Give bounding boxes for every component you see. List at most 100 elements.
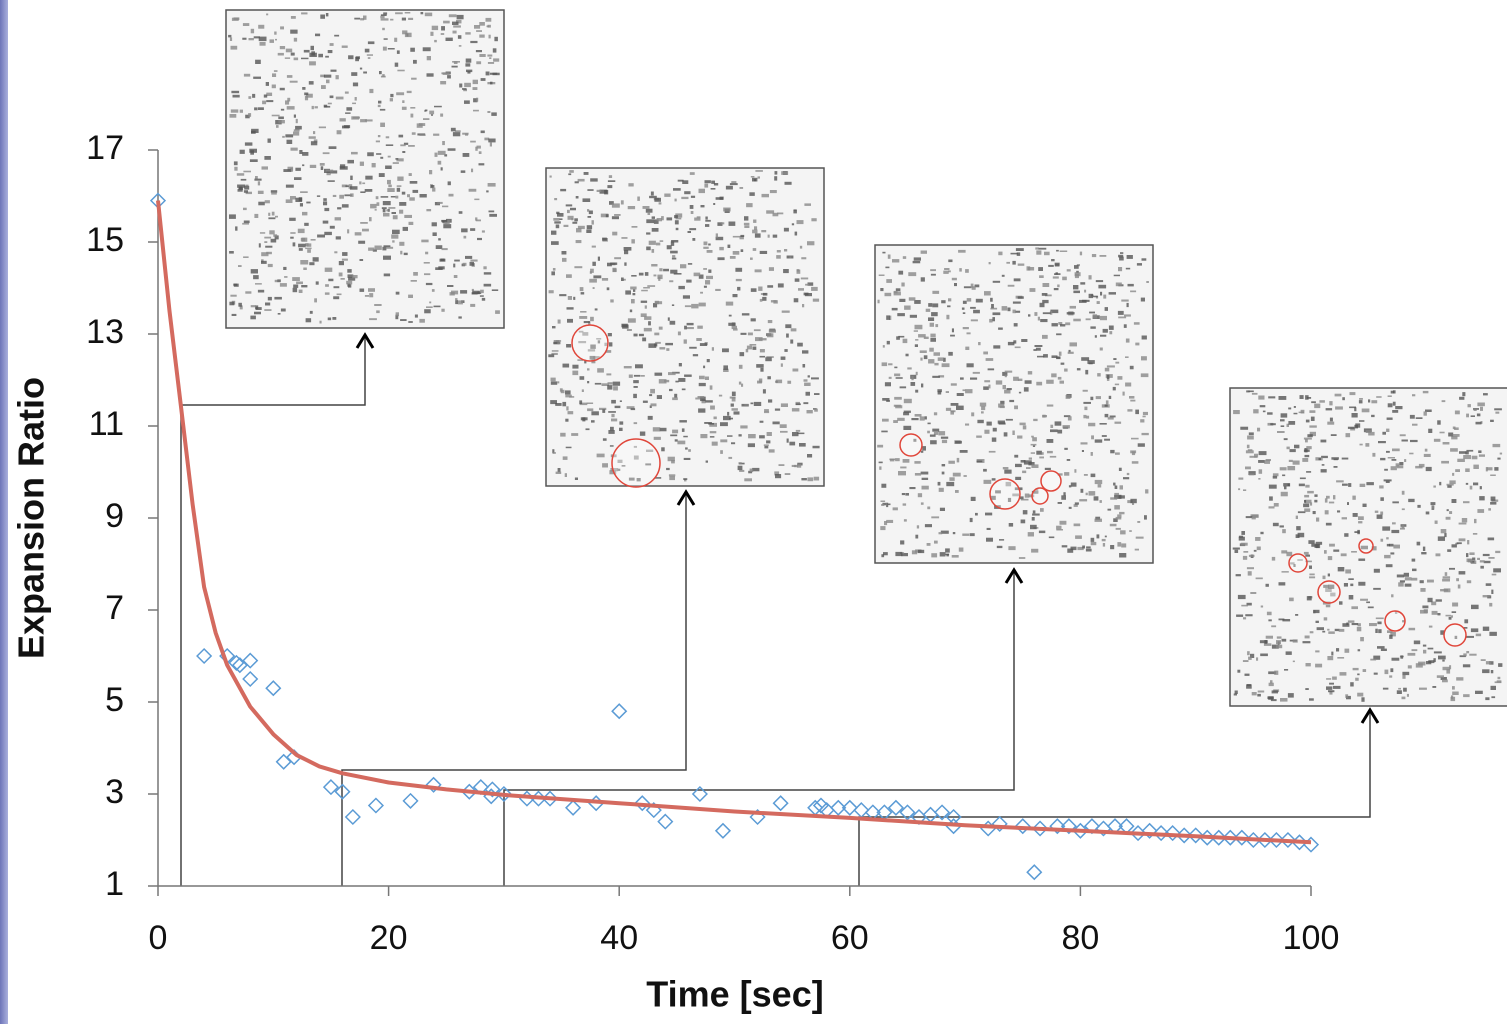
texture-speck	[639, 431, 646, 436]
texture-speck	[1345, 433, 1351, 438]
texture-speck	[1142, 415, 1146, 418]
texture-speck	[426, 209, 432, 212]
texture-speck	[1437, 420, 1441, 425]
texture-speck	[928, 303, 933, 307]
texture-speck	[1278, 396, 1287, 400]
texture-speck	[958, 547, 964, 552]
texture-speck	[302, 164, 305, 167]
texture-speck	[1127, 283, 1134, 287]
texture-speck	[340, 278, 345, 280]
texture-speck	[465, 32, 471, 35]
texture-speck	[1026, 467, 1031, 469]
texture-speck	[469, 261, 474, 266]
texture-speck	[719, 246, 724, 251]
texture-speck	[1056, 525, 1062, 530]
callout-line	[503, 572, 1015, 886]
texture-speck	[1255, 577, 1263, 580]
texture-speck	[350, 193, 354, 197]
texture-speck	[372, 249, 377, 252]
texture-speck	[382, 74, 385, 77]
texture-speck	[382, 209, 386, 213]
texture-speck	[1328, 584, 1335, 589]
texture-speck	[265, 245, 273, 248]
data-point	[714, 822, 732, 839]
texture-speck	[1249, 455, 1257, 458]
texture-speck	[653, 274, 657, 277]
texture-speck	[261, 252, 269, 257]
texture-speck	[766, 432, 772, 436]
texture-speck	[733, 328, 738, 331]
texture-speck	[466, 69, 473, 73]
texture-speck	[698, 408, 706, 413]
texture-speck	[956, 405, 964, 410]
texture-speck	[1244, 673, 1250, 676]
texture-speck	[1435, 553, 1441, 557]
texture-speck	[375, 140, 380, 143]
texture-speck	[354, 97, 357, 101]
texture-speck	[388, 207, 396, 209]
texture-speck	[380, 196, 389, 198]
texture-speck	[1315, 663, 1323, 668]
texture-speck	[238, 302, 242, 307]
texture-speck	[1114, 494, 1122, 499]
texture-speck	[731, 325, 737, 330]
texture-speck	[886, 502, 889, 508]
texture-speck	[1083, 401, 1091, 404]
texture-speck	[394, 37, 398, 42]
texture-speck	[279, 283, 287, 287]
texture-speck	[754, 233, 761, 238]
texture-speck	[387, 208, 390, 212]
texture-speck	[1249, 473, 1255, 476]
texture-speck	[1309, 631, 1314, 634]
texture-speck	[741, 313, 750, 316]
texture-speck	[645, 208, 653, 213]
texture-speck	[713, 203, 716, 205]
texture-speck	[441, 219, 448, 222]
texture-speck	[759, 349, 765, 353]
texture-speck	[1398, 582, 1404, 587]
texture-speck	[930, 269, 936, 272]
texture-speck	[591, 245, 596, 248]
texture-speck	[970, 377, 978, 380]
texture-speck	[628, 374, 633, 378]
texture-speck	[346, 280, 353, 285]
texture-speck	[395, 195, 399, 199]
texture-speck	[1031, 548, 1039, 553]
texture-speck	[921, 477, 929, 480]
texture-speck	[1449, 511, 1453, 514]
texture-speck	[1234, 549, 1239, 553]
data-point	[367, 797, 384, 814]
texture-speck	[1377, 646, 1385, 649]
texture-speck	[470, 303, 476, 307]
texture-speck	[296, 281, 303, 285]
texture-speck	[1454, 410, 1460, 415]
texture-speck	[1327, 628, 1330, 631]
texture-speck	[914, 324, 923, 330]
texture-speck	[294, 177, 302, 180]
texture-speck	[998, 251, 1003, 256]
texture-speck	[1282, 529, 1286, 534]
texture-speck	[889, 315, 892, 320]
texture-speck	[233, 161, 238, 166]
texture-speck	[1099, 347, 1103, 351]
texture-speck	[1370, 658, 1377, 661]
texture-speck	[309, 164, 317, 168]
texture-speck	[1248, 432, 1254, 436]
texture-speck	[387, 155, 391, 158]
texture-speck	[644, 305, 647, 309]
texture-speck	[1240, 426, 1249, 430]
data-point	[565, 799, 582, 816]
texture-speck	[1006, 388, 1012, 391]
texture-speck	[1238, 488, 1241, 491]
texture-speck	[1398, 687, 1401, 690]
texture-speck	[613, 386, 618, 391]
texture-speck	[452, 132, 461, 137]
texture-speck	[475, 219, 481, 222]
texture-speck	[230, 109, 239, 113]
texture-speck	[325, 55, 329, 58]
texture-speck	[914, 344, 918, 347]
texture-speck	[1087, 360, 1095, 364]
texture-speck	[950, 383, 957, 386]
texture-speck	[621, 465, 626, 467]
texture-speck	[474, 198, 480, 201]
